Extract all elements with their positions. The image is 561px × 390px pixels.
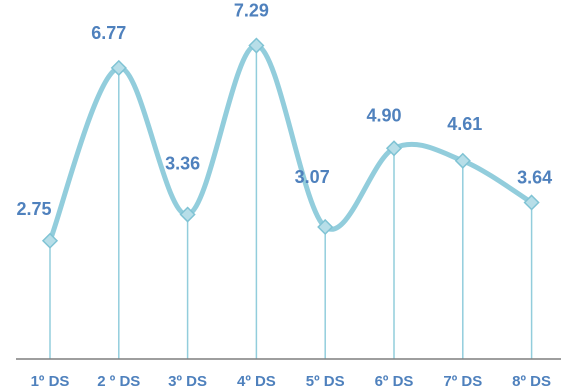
data-point-marker	[523, 194, 540, 211]
data-label: 4.61	[447, 114, 482, 134]
category-label: 4º DS	[237, 373, 276, 390]
data-label: 6.77	[91, 23, 126, 43]
category-label: 3º DS	[168, 373, 207, 390]
data-point-marker	[110, 59, 127, 76]
category-labels: 1º DS 2 º DS 3º DS 4º DS 5º DS 6º DS 7º DS 8º D…	[31, 373, 551, 390]
data-label: 4.90	[366, 105, 401, 125]
data-label: 3.07	[295, 167, 330, 187]
data-markers	[41, 37, 540, 249]
category-label: 2 º DS	[97, 373, 140, 390]
data-point-marker	[454, 152, 471, 169]
data-label: 2.75	[16, 199, 51, 219]
drop-lines	[49, 45, 533, 359]
category-label: 5º DS	[306, 373, 345, 390]
data-point-marker	[385, 140, 403, 157]
category-label: 7º DS	[443, 373, 482, 390]
category-label: 6º DS	[375, 373, 414, 390]
data-label: 3.36	[165, 154, 200, 174]
data-point-marker	[248, 37, 265, 54]
data-labels: 2.75 6.77 3.36 7.29 3.07 4.90 4.61 3.64	[16, 1, 552, 219]
data-point-marker	[41, 232, 59, 249]
data-label: 7.29	[234, 1, 269, 21]
category-label: 1º DS	[31, 373, 70, 390]
series-line	[47, 43, 535, 244]
category-label: 8º DS	[512, 373, 551, 390]
data-point-marker	[179, 206, 196, 223]
data-point-marker	[317, 218, 334, 236]
data-label: 3.64	[517, 167, 552, 187]
